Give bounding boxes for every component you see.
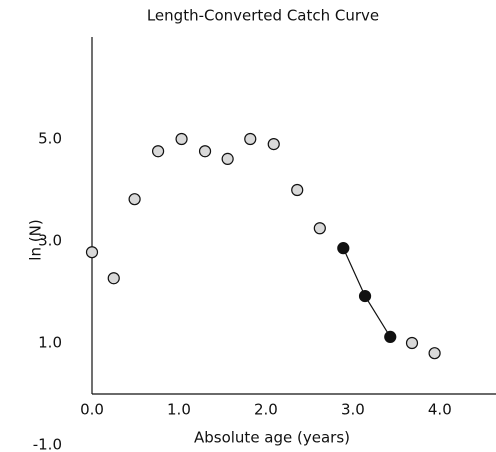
data-point (107, 272, 120, 285)
x-tick-label: 4.0 (428, 401, 452, 419)
chart-title: Length-Converted Catch Curve (147, 7, 379, 25)
data-point (175, 132, 188, 146)
y-tick-label: -1.0 (33, 436, 62, 452)
data-point (405, 336, 419, 350)
x-axis-label: Absolute age (years) (194, 429, 350, 447)
data-point (337, 242, 350, 255)
data-point (85, 246, 99, 259)
x-tick-label: 1.0 (167, 401, 191, 419)
y-tick-label: 5.0 (38, 130, 62, 148)
data-point (384, 330, 397, 343)
data-point (221, 152, 234, 165)
y-tick-label: 3.0 (38, 232, 62, 250)
x-tick-label: 0.0 (80, 401, 104, 419)
data-point (267, 138, 280, 151)
data-point (198, 145, 212, 158)
data-point (244, 132, 257, 146)
data-point (428, 347, 441, 360)
data-point (313, 222, 326, 235)
data-point (151, 145, 165, 158)
data-point (291, 183, 304, 197)
y-tick-label: 1.0 (38, 334, 62, 352)
data-point (358, 289, 372, 303)
y-axis-label: ln (N) (27, 219, 45, 260)
data-point (128, 193, 141, 206)
x-tick-label: 2.0 (254, 401, 278, 419)
x-tick-label: 3.0 (341, 401, 365, 419)
